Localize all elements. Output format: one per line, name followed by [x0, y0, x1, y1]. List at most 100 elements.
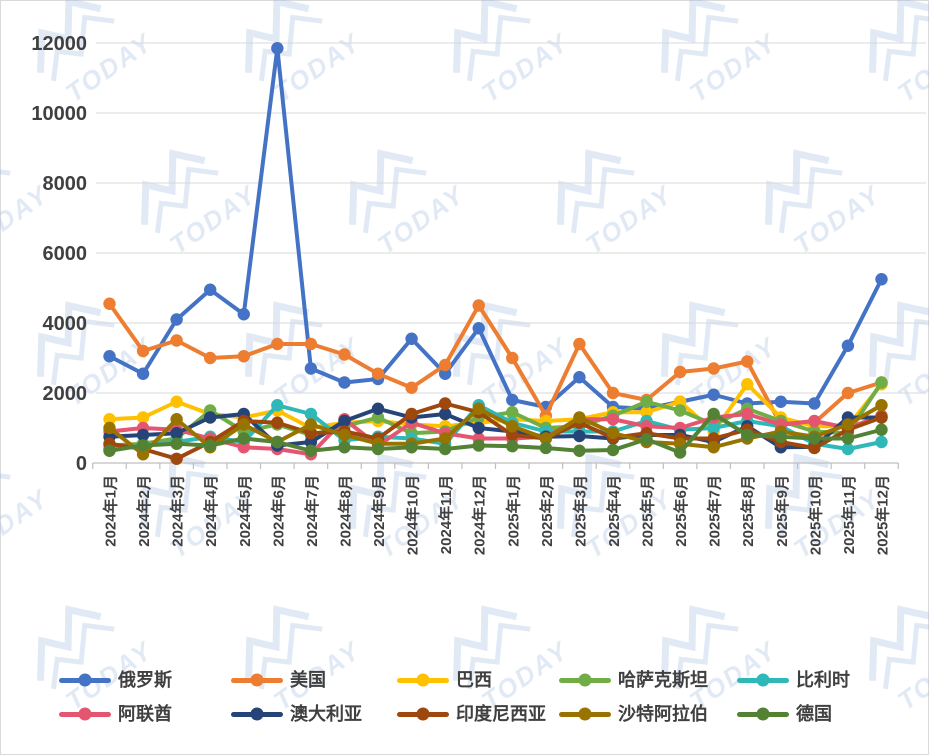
data-point-marker [438, 397, 452, 410]
x-axis-tick-label: 2025年7月 [706, 475, 724, 547]
legend-label: 印度尼西亚 [456, 704, 546, 724]
data-point-marker [237, 441, 250, 454]
data-point-marker [338, 376, 351, 389]
x-axis-tick-label: 2025年12月 [873, 475, 891, 555]
legend-dot-icon [578, 673, 592, 687]
data-point-marker [271, 42, 284, 55]
data-point-marker [338, 414, 351, 428]
legend-dot-icon [250, 673, 264, 687]
data-point-marker [808, 397, 821, 410]
data-point-marker [741, 378, 754, 391]
data-point-marker [405, 441, 418, 454]
data-point-marker [271, 337, 284, 351]
x-axis-tick-label: 2025年2月 [538, 475, 556, 547]
data-point-marker [472, 322, 485, 335]
data-point-marker [170, 334, 183, 347]
data-point-marker [203, 283, 217, 296]
legend-label: 沙特阿拉伯 [618, 704, 708, 724]
legend-item: 哈萨克斯坦 [559, 667, 737, 693]
data-point-marker [237, 308, 250, 321]
x-axis-tick-label: 2025年6月 [672, 475, 690, 547]
data-point-marker [103, 444, 116, 457]
data-point-marker [136, 439, 150, 452]
data-point-marker [472, 439, 485, 452]
x-axis-tick-label: 2024年6月 [269, 475, 287, 547]
data-point-marker [707, 421, 720, 435]
legend-line-marker-icon [59, 707, 111, 721]
y-axis-tick-label: 2000 [43, 383, 88, 405]
data-point-marker [405, 407, 418, 421]
data-point-marker [707, 362, 720, 375]
data-point-marker [371, 411, 385, 424]
data-point-marker [841, 418, 855, 431]
data-point-marker [405, 332, 418, 345]
data-point-marker [808, 441, 821, 455]
data-point-marker [808, 414, 821, 428]
data-point-marker [741, 428, 754, 442]
data-point-marker [136, 428, 150, 442]
legend-dot-icon [756, 673, 770, 687]
data-point-marker [170, 452, 183, 465]
legend-item: 比利时 [737, 667, 877, 693]
data-point-marker [640, 395, 653, 408]
legend-label: 阿联酋 [118, 704, 172, 724]
data-point-marker [573, 337, 586, 351]
legend-line-marker-icon [231, 673, 283, 687]
data-point-marker [472, 299, 485, 312]
y-axis-tick-label: 0 [76, 453, 87, 475]
data-point-marker [136, 448, 150, 461]
x-axis-tick-label: 2025年5月 [639, 475, 657, 547]
x-axis-tick-label: 2024年1月 [102, 475, 120, 547]
data-point-marker [841, 442, 855, 456]
x-axis-tick-label: 2025年4月 [605, 475, 623, 547]
data-point-marker [103, 421, 116, 435]
data-point-marker [707, 432, 720, 445]
x-axis-tick-label: 2024年9月 [370, 475, 388, 547]
data-point-marker [371, 367, 385, 380]
x-axis-tick-label: 2025年3月 [571, 475, 589, 547]
legend-label: 哈萨克斯坦 [618, 670, 708, 690]
legend-item: 美国 [231, 667, 397, 693]
legend-item: 德国 [737, 701, 877, 727]
legend-line-marker-icon [559, 673, 611, 687]
data-point-marker [841, 339, 855, 352]
legend-label: 巴西 [456, 670, 492, 690]
data-point-marker [472, 402, 485, 415]
data-point-marker [673, 404, 687, 417]
data-point-marker [673, 395, 687, 408]
data-point-marker [371, 442, 385, 456]
data-point-marker [136, 344, 150, 358]
data-point-marker [606, 386, 620, 400]
data-point-marker [673, 365, 687, 379]
legend-dot-icon [78, 707, 92, 721]
data-point-marker [774, 395, 787, 408]
data-point-marker [573, 371, 586, 384]
data-point-marker [606, 443, 620, 457]
legend-dot-icon [416, 673, 430, 687]
legend-line-marker-icon [397, 707, 449, 721]
legend-item: 俄罗斯 [59, 667, 231, 693]
y-axis-tick-label: 6000 [43, 243, 88, 265]
data-point-marker [606, 413, 620, 426]
data-point-marker [573, 444, 586, 457]
legend-line-marker-icon [231, 707, 283, 721]
data-point-marker [707, 441, 720, 454]
data-point-marker [405, 381, 418, 394]
x-axis-tick-label: 2024年4月 [202, 475, 220, 547]
data-point-marker [304, 435, 318, 449]
data-point-marker [640, 406, 653, 419]
data-point-marker [203, 439, 217, 452]
data-point-marker [438, 367, 452, 380]
data-point-marker [573, 411, 586, 424]
data-point-marker [875, 411, 888, 424]
data-point-marker [338, 428, 351, 442]
data-point-marker [170, 427, 183, 440]
legend-dot-icon [578, 707, 592, 721]
x-axis-tick-label: 2024年7月 [303, 475, 321, 547]
data-point-marker [304, 362, 318, 375]
data-point-marker [103, 297, 116, 310]
data-point-marker [103, 413, 116, 426]
line-chart: 0 2000 4000 6000 8000 10000 12000 2024年1月 2024年2… [31, 33, 926, 555]
data-point-marker [304, 418, 318, 431]
